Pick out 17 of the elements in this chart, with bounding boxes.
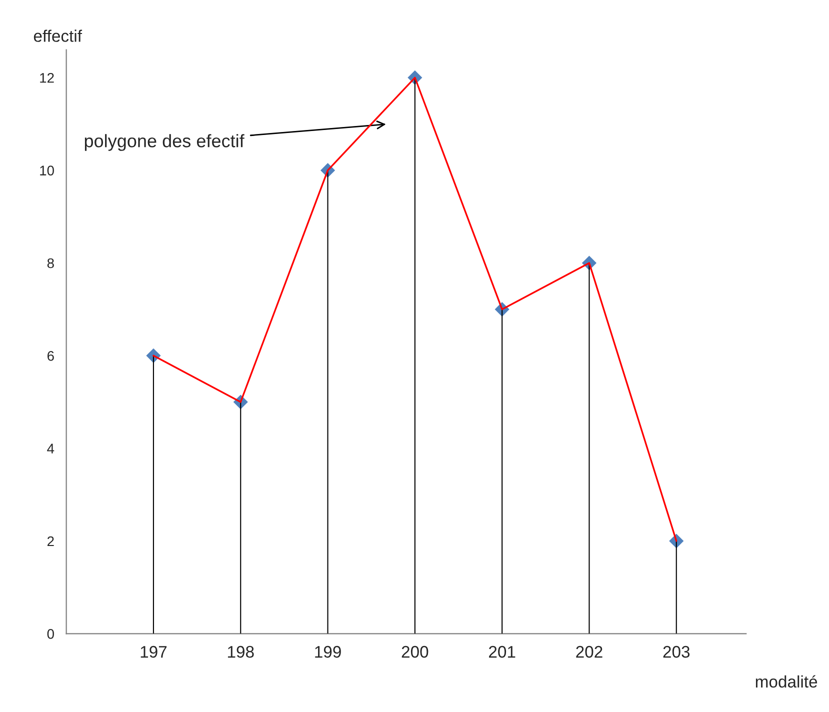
y-tick-label: 12 xyxy=(40,72,54,83)
x-tick-label: 203 xyxy=(663,646,690,658)
x-tick-label: 199 xyxy=(315,646,341,658)
y-tick-label: 8 xyxy=(47,258,54,268)
y-tick-label: 6 xyxy=(47,350,54,361)
y-tick-label: 0 xyxy=(47,629,54,639)
x-tick-label: 198 xyxy=(228,646,254,658)
x-tick-label: 201 xyxy=(489,646,516,658)
y-axis-title: effectif xyxy=(34,30,82,42)
x-tick-label: 202 xyxy=(576,646,602,658)
x-tick-label: 200 xyxy=(402,646,428,658)
y-tick-label: 2 xyxy=(47,536,54,546)
y-tick-label: 4 xyxy=(47,444,54,454)
y-tick-label: 10 xyxy=(40,166,54,176)
annotation: polygone des efectif xyxy=(84,134,244,151)
x-tick-label: 197 xyxy=(140,646,167,658)
x-axis-title: modalité xyxy=(756,675,818,688)
